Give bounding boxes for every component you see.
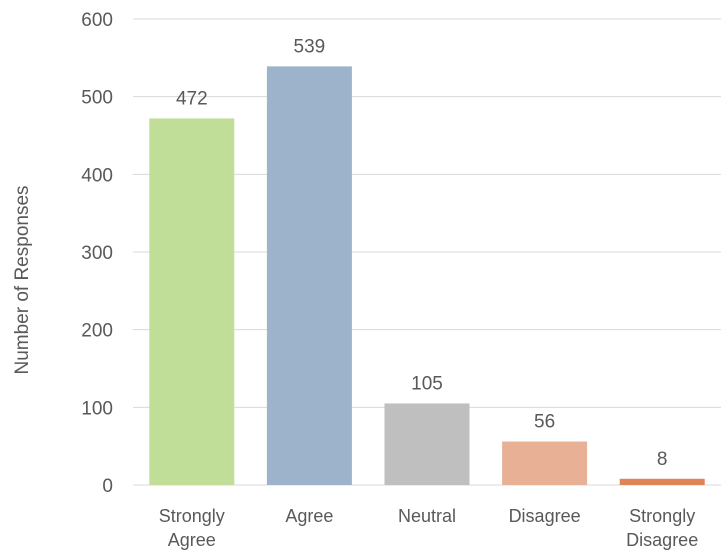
x-category-label-line: Agree <box>168 530 216 550</box>
y-tick-label: 600 <box>81 10 113 31</box>
y-axis-title: Number of Responses <box>12 185 33 374</box>
x-category-label: Strongly Disagree <box>626 506 698 550</box>
x-category-label-line: Neutral <box>398 506 456 526</box>
bar <box>619 478 705 485</box>
bar <box>384 403 470 485</box>
y-tick-label: 400 <box>81 165 113 186</box>
y-tick-label: 200 <box>81 321 113 342</box>
y-axis-ticks: 0 100 200 300 400 500 600 <box>81 10 113 497</box>
x-category-label-line: Strongly <box>629 506 695 526</box>
data-label: 472 <box>176 88 208 109</box>
data-label: 8 <box>657 449 668 470</box>
y-tick-label: 100 <box>81 398 113 419</box>
bar <box>149 118 235 485</box>
y-tick-label: 300 <box>81 243 113 264</box>
x-category-label: Agree <box>285 506 333 526</box>
x-category-label-line: Disagree <box>509 506 581 526</box>
x-category-label: Disagree <box>509 506 581 526</box>
x-category-label: Strongly Agree <box>159 506 225 550</box>
bars <box>149 66 705 486</box>
data-label: 105 <box>411 373 443 394</box>
bar <box>266 66 352 486</box>
y-tick-label: 500 <box>81 88 113 109</box>
data-label: 539 <box>294 36 326 57</box>
y-tick-label: 0 <box>102 476 113 497</box>
x-category-label-line: Agree <box>285 506 333 526</box>
data-label: 56 <box>534 412 555 433</box>
bar <box>502 441 588 485</box>
x-category-label-line: Disagree <box>626 530 698 550</box>
x-category-label-line: Strongly <box>159 506 225 526</box>
x-category-label: Neutral <box>398 506 456 526</box>
data-labels: 472 539 105 56 8 <box>176 36 668 469</box>
